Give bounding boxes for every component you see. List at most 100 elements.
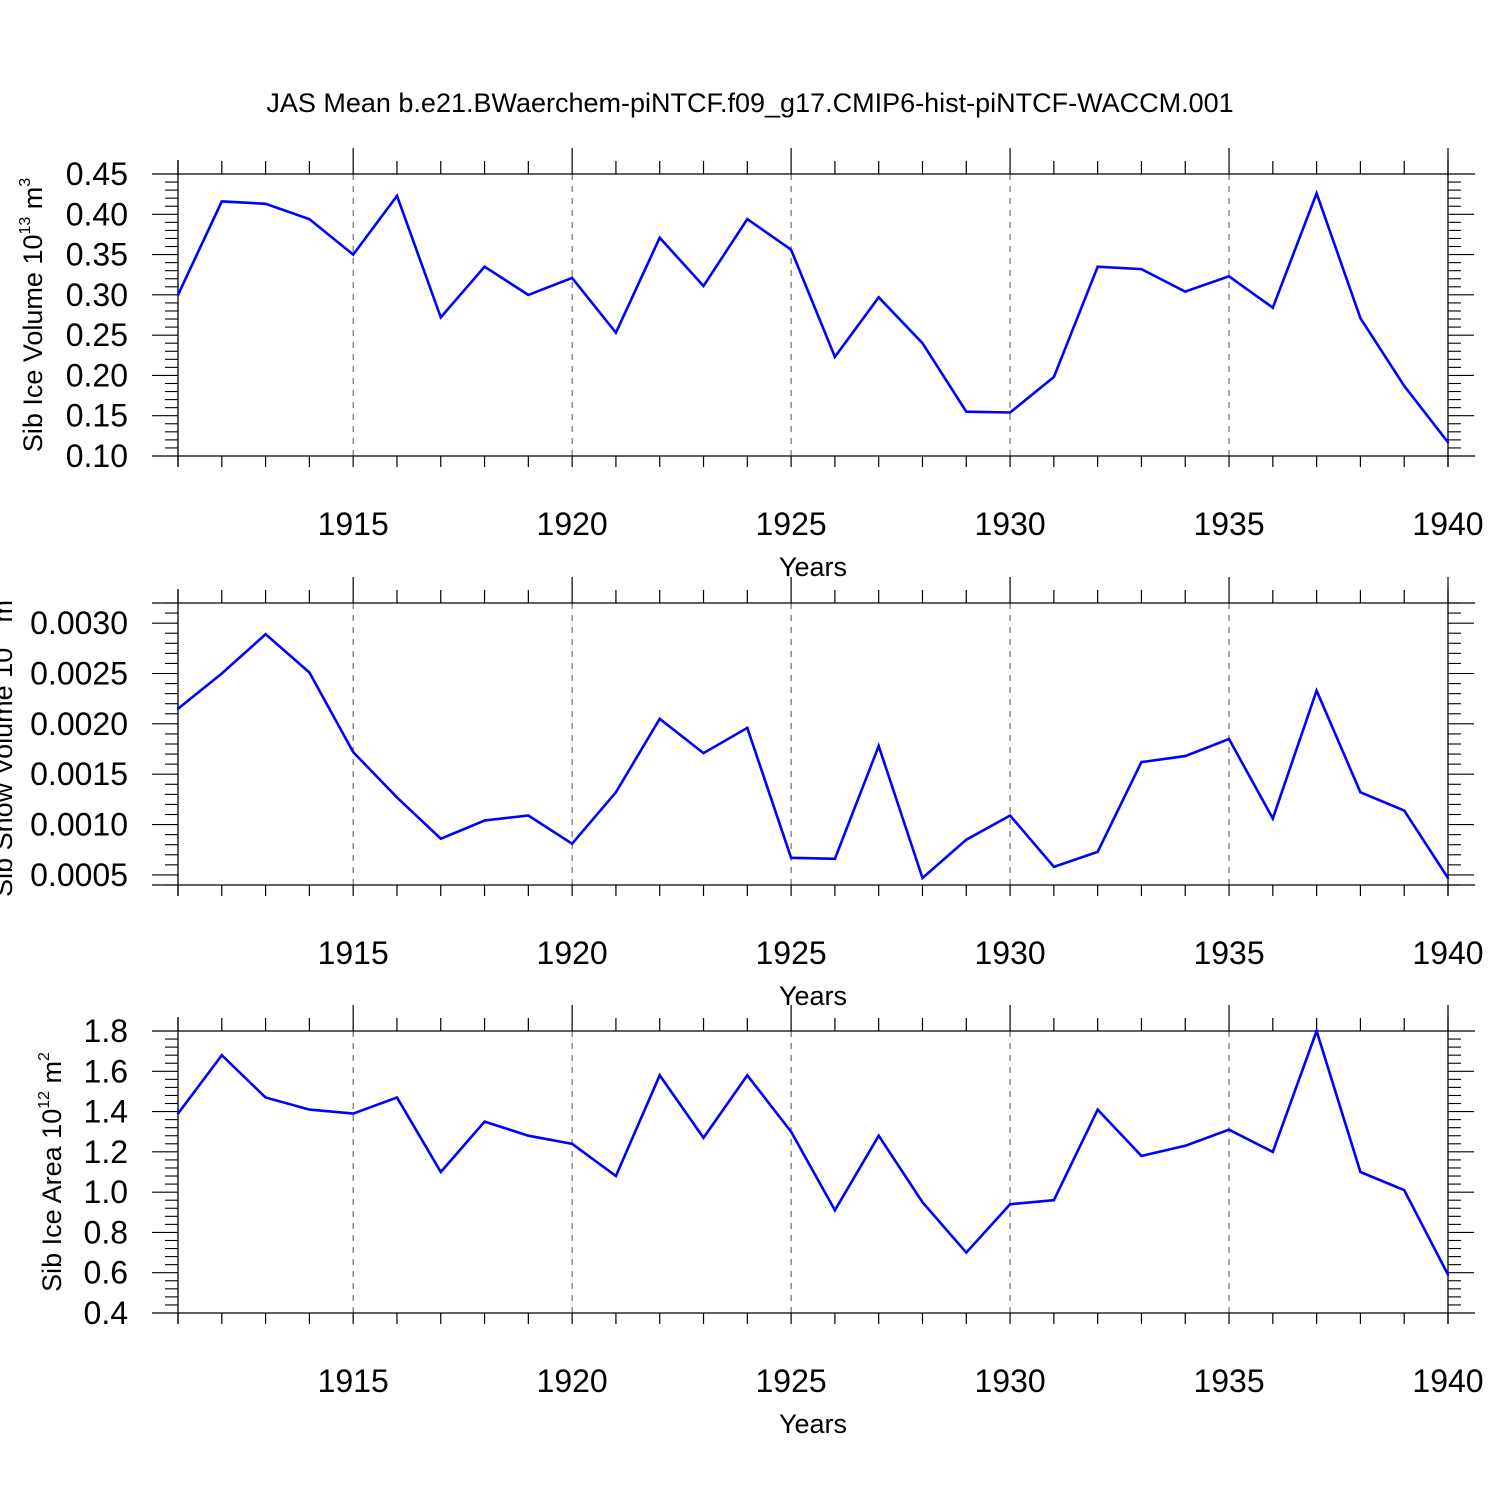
- data-point: [1359, 1170, 1362, 1174]
- data-point: [1359, 317, 1362, 320]
- data-point: [746, 217, 749, 221]
- data-point: [1227, 737, 1231, 741]
- data-point: [1446, 876, 1450, 880]
- y-axis-title: Sib Ice Area 1012 m2: [36, 1052, 67, 1292]
- data-point: [439, 1170, 442, 1174]
- y-tick-label: 0.0015: [30, 756, 128, 792]
- x-tick-label: 1930: [974, 506, 1045, 542]
- x-tick-label: 1940: [1412, 1363, 1483, 1399]
- data-point: [483, 1120, 486, 1123]
- y-tick-label: 0.25: [66, 317, 128, 353]
- data-point: [789, 856, 793, 860]
- x-tick-label: 1930: [974, 1363, 1045, 1399]
- data-point: [220, 672, 223, 675]
- data-point: [570, 842, 574, 845]
- y-axis-title-exponent: 13: [17, 217, 34, 235]
- data-point: [833, 1209, 837, 1212]
- data-point: [1008, 411, 1012, 414]
- x-tick-label: 1925: [756, 506, 827, 542]
- data-point: [746, 726, 749, 730]
- figure-title: JAS Mean b.e21.BWaerchem-piNTCF.f09_g17.…: [266, 88, 1233, 118]
- y-tick-label: 1.8: [84, 1013, 128, 1049]
- data-point: [1403, 384, 1406, 388]
- y-axis-title-exponent: 13: [0, 630, 4, 648]
- data-point: [351, 750, 355, 754]
- y-tick-label: 0.0025: [30, 656, 128, 692]
- data-point: [1184, 1144, 1187, 1148]
- data-point: [658, 236, 661, 239]
- x-tick-label: 1935: [1193, 1363, 1264, 1399]
- data-point: [1227, 275, 1231, 278]
- data-point: [1052, 1199, 1056, 1202]
- data-point: [1008, 1203, 1012, 1206]
- data-point: [439, 316, 442, 319]
- data-point: [483, 819, 486, 822]
- y-tick-label: 0.6: [84, 1255, 128, 1291]
- data-point: [527, 1134, 530, 1137]
- x-tick-label: 1925: [756, 935, 827, 971]
- y-axis-title-prefix: Sib Ice Volume 10: [18, 235, 48, 453]
- y-axis-title-prefix: Sib Snow Volume 10: [0, 648, 18, 897]
- data-point: [658, 1074, 661, 1077]
- x-tick-label: 1915: [318, 506, 389, 542]
- x-tick-label: 1935: [1193, 506, 1264, 542]
- x-tick-label: 1920: [537, 1363, 608, 1399]
- x-tick-label: 1940: [1412, 935, 1483, 971]
- data-point: [789, 248, 793, 251]
- series-line: [176, 189, 1450, 444]
- data-point: [1140, 267, 1143, 271]
- data-point: [877, 296, 880, 299]
- data-point: [1096, 265, 1099, 268]
- y-tick-label: 1.0: [84, 1174, 128, 1210]
- data-point: [527, 293, 530, 297]
- x-tick-label: 1935: [1193, 935, 1264, 971]
- data-point: [351, 253, 355, 256]
- y-tick-label: 0.4: [84, 1295, 128, 1331]
- chart-panel-3: 0.4 0.6 0.8 1.0 1.2 1.4 1.6 1.8 1915 1920 1925 1930…: [36, 1005, 1484, 1439]
- data-point: [1140, 1154, 1143, 1158]
- data-point: [965, 1251, 968, 1254]
- chart-panel-2: 0.0005 0.0010 0.0015 0.0020 0.0025 0.0030 1915…: [0, 577, 1484, 1011]
- data-point: [176, 1112, 180, 1115]
- data-point: [1271, 1150, 1275, 1154]
- series-line: [177, 632, 1450, 881]
- data-point: [921, 1201, 924, 1204]
- data-point: [1096, 1108, 1099, 1111]
- data-point: [1227, 1128, 1231, 1131]
- y-axis-title-unit: m: [18, 187, 48, 217]
- y-tick-label: 0.0020: [30, 706, 128, 742]
- data-point: [264, 1096, 267, 1099]
- data-point: [965, 410, 968, 413]
- y-axis-title-prefix: Sib Ice Area 10: [37, 1109, 67, 1292]
- data-point: [1096, 850, 1099, 853]
- y-tick-label: 0.0030: [30, 605, 128, 641]
- data-point: [702, 284, 705, 288]
- data-point: [1446, 1273, 1450, 1276]
- x-tick-label: 1920: [537, 935, 608, 971]
- data-point: [1008, 814, 1012, 817]
- data-point: [833, 857, 837, 861]
- y-tick-label: 0.40: [66, 196, 128, 232]
- data-point: [1140, 760, 1143, 764]
- data-point: [921, 342, 924, 345]
- data-point: [1271, 817, 1275, 820]
- x-tick-label: 1920: [537, 506, 608, 542]
- data-point: [746, 1074, 749, 1077]
- data-point: [220, 200, 223, 203]
- data-point: [1359, 791, 1362, 794]
- data-point: [965, 838, 968, 841]
- y-tick-label: 0.20: [66, 357, 128, 393]
- data-point: [264, 633, 267, 636]
- data-point: [1446, 441, 1450, 444]
- data-point: [570, 276, 574, 280]
- data-point: [1052, 865, 1056, 869]
- data-point: [1315, 1029, 1318, 1033]
- y-tick-label: 0.30: [66, 277, 128, 313]
- y-tick-label: 1.2: [84, 1134, 128, 1170]
- x-axis-title: Years: [779, 552, 847, 582]
- data-point: [264, 202, 267, 206]
- data-point: [176, 293, 180, 297]
- y-tick-label: 0.15: [66, 398, 128, 434]
- y-axis-title-unit: m: [0, 600, 18, 630]
- y-axis-title-unit-exponent: 3: [0, 591, 4, 600]
